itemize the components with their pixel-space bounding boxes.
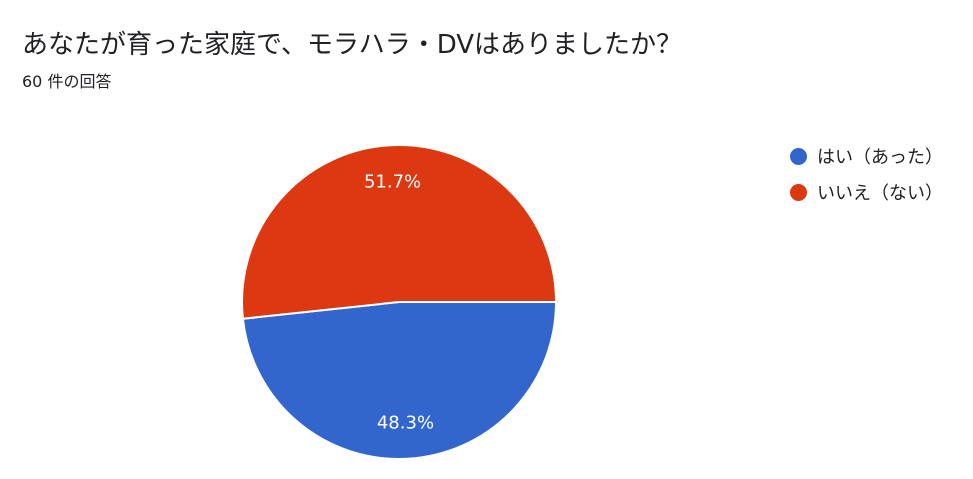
legend-item-no[interactable]: いいえ（ない）	[790, 180, 943, 204]
legend-item-yes[interactable]: はい（あった）	[790, 144, 943, 168]
slice-label-yes: 48.3%	[377, 413, 434, 434]
legend-swatch-no	[790, 183, 807, 201]
legend-label-no: いいえ（ない）	[817, 183, 943, 204]
chart-title: あなたが育った家庭で、モラハラ・DVはありましたか？	[22, 30, 683, 60]
pie-slices	[241, 144, 558, 460]
legend-swatch-yes	[790, 147, 807, 165]
pie-labels: 48.3% 51.7%	[364, 171, 434, 433]
pie-slice-no[interactable]	[241, 144, 558, 320]
legend-label-yes: はい（あった）	[817, 147, 943, 168]
response-count: 60 件の回答	[22, 72, 112, 91]
slice-label-no: 51.7%	[364, 171, 421, 192]
legend: はい（あった） いいえ（ない）	[790, 144, 943, 216]
pie-slice-yes[interactable]	[241, 301, 558, 460]
